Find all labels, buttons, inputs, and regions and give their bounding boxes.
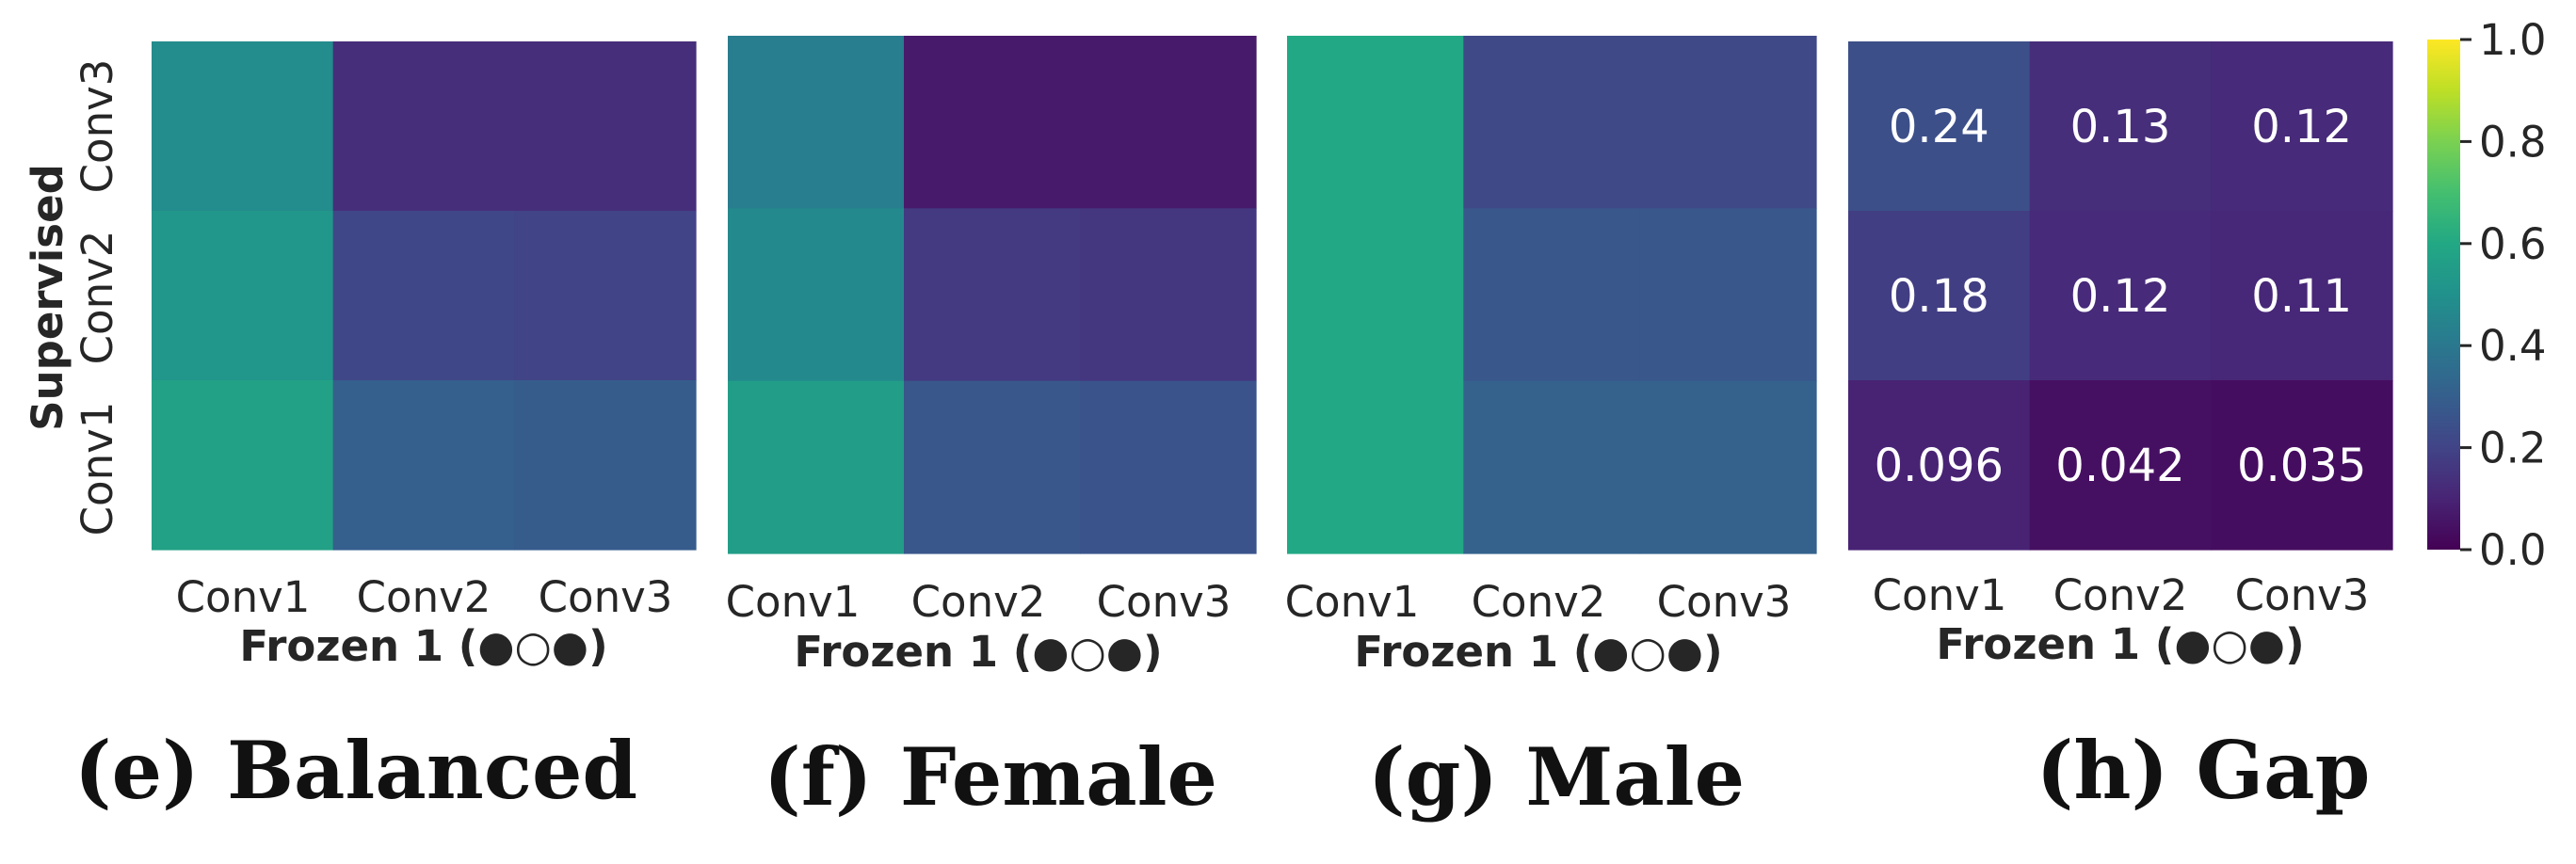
cell-value-label: 0.12 bbox=[2070, 270, 2171, 323]
cell-value-label: 0.11 bbox=[2251, 270, 2352, 323]
heatmap-cell bbox=[1463, 208, 1641, 382]
x-axis-label: Frozen 1 (●○●) bbox=[239, 621, 607, 671]
x-tick-label: Conv1 bbox=[1873, 570, 2007, 620]
cell-value-label: 0.18 bbox=[1889, 270, 1989, 323]
heatmap-panel-gap: 0.24 0.13 0.120.18 0.12 0.110.096 0.042 0.035 … bbox=[1848, 41, 2393, 817]
heatmap-cells bbox=[1287, 36, 1817, 554]
x-tick-label: Conv2 bbox=[1472, 577, 1606, 627]
heatmap-cell bbox=[152, 41, 334, 212]
colorbar-tick-label: 0.8 bbox=[2479, 117, 2547, 167]
heatmap-cell bbox=[904, 36, 1081, 209]
x-axis-label: Frozen 1 (●○●) bbox=[1354, 627, 1722, 677]
x-tick-label: Conv2 bbox=[2053, 570, 2188, 620]
colorbar-tick-label: 0.2 bbox=[2479, 424, 2547, 473]
heatmap-cell bbox=[332, 211, 515, 381]
heatmap-cell bbox=[1639, 380, 1817, 554]
heatmap-cell bbox=[1287, 380, 1464, 554]
y-tick-label: Conv1 bbox=[72, 402, 122, 536]
x-tick-label: Conv2 bbox=[911, 577, 1046, 627]
heatmap-cell bbox=[1080, 36, 1257, 209]
heatmap-cell bbox=[1080, 208, 1257, 382]
heatmap-cell bbox=[1639, 208, 1817, 382]
heatmap-cell bbox=[332, 380, 515, 551]
heatmap-cell bbox=[2029, 380, 2212, 551]
cell-value-label: 0.042 bbox=[2055, 440, 2184, 492]
x-tick-label: Conv3 bbox=[1097, 577, 1232, 627]
cell-value-label: 0.24 bbox=[1889, 101, 1989, 153]
panel-caption: (e) Balanced bbox=[74, 724, 637, 817]
heatmap-cell bbox=[728, 208, 905, 382]
cell-value-label: 0.12 bbox=[2251, 101, 2352, 153]
heatmap-cell bbox=[1639, 36, 1817, 209]
x-tick-label: Conv3 bbox=[2235, 570, 2370, 620]
heatmap-cell bbox=[1848, 41, 2031, 212]
colorbar-tick-label: 1.0 bbox=[2479, 15, 2547, 65]
heatmap-cell bbox=[2029, 211, 2212, 381]
x-axis-label: Frozen 1 (●○●) bbox=[1936, 619, 2304, 669]
heatmap-cell bbox=[2029, 41, 2212, 212]
x-axis-label: Frozen 1 (●○●) bbox=[794, 627, 1162, 677]
cell-value-label: 0.096 bbox=[1875, 440, 2004, 492]
heatmap-cell bbox=[904, 208, 1081, 382]
colorbar: 0.0 0.2 0.4 0.6 0.8 1.0 bbox=[2427, 15, 2547, 575]
heatmap-panel-balanced: Conv1 Conv2 Conv3 Frozen 1 (●○●) (e) Bal… bbox=[74, 41, 697, 817]
colorbar-gradient bbox=[2427, 40, 2460, 550]
heatmap-panel-male: Conv1 Conv2 Conv3 Frozen 1 (●○●) (g) Mal… bbox=[1285, 36, 1817, 824]
y-axis-label: Supervised bbox=[23, 164, 72, 431]
heatmap-cell bbox=[2211, 211, 2393, 381]
heatmap-cell bbox=[1287, 36, 1464, 209]
heatmap-cell bbox=[2211, 380, 2393, 551]
heatmap-cell bbox=[1287, 208, 1464, 382]
heatmap-cell bbox=[1080, 380, 1257, 554]
heatmap-cell bbox=[514, 380, 697, 551]
colorbar-tick-label: 0.4 bbox=[2479, 321, 2547, 371]
x-tick-label: Conv1 bbox=[726, 577, 861, 627]
x-tick-label: Conv3 bbox=[1657, 577, 1792, 627]
heatmap-cell bbox=[2211, 41, 2393, 212]
cell-value-label: 0.035 bbox=[2237, 440, 2366, 492]
heatmap-cells bbox=[152, 41, 697, 551]
heatmap-cell bbox=[152, 380, 334, 551]
heatmap-panel-female: Conv1 Conv2 Conv3 Frozen 1 (●○●) (f) Fem… bbox=[726, 36, 1257, 824]
x-tick-label: Conv1 bbox=[176, 572, 311, 622]
panel-caption: (g) Male bbox=[1368, 730, 1745, 824]
cell-value-label: 0.13 bbox=[2070, 101, 2171, 153]
heatmap-cell bbox=[1463, 36, 1641, 209]
heatmap-cell bbox=[1463, 380, 1641, 554]
heatmap-cell bbox=[152, 211, 334, 381]
heatmap-cells bbox=[728, 36, 1257, 554]
heatmap-cell bbox=[332, 41, 515, 212]
colorbar-tick-label: 0.6 bbox=[2479, 219, 2547, 269]
heatmap-cell bbox=[728, 380, 905, 554]
heatmap-cell bbox=[514, 211, 697, 381]
colorbar-tick-label: 0.0 bbox=[2479, 525, 2547, 575]
x-tick-label: Conv3 bbox=[539, 572, 673, 622]
x-tick-label: Conv1 bbox=[1285, 577, 1420, 627]
y-tick-label: Conv2 bbox=[72, 231, 122, 365]
heatmap-cell bbox=[1848, 211, 2031, 381]
heatmap-cell bbox=[728, 36, 905, 209]
heatmap-cells bbox=[1848, 41, 2393, 551]
heatmap-cell bbox=[1848, 380, 2031, 551]
y-tick-label: Conv3 bbox=[72, 59, 122, 194]
cell-annotations: 0.24 0.13 0.12 0.18 0.12 0.11 0.096 0.042 0.035 bbox=[1875, 101, 2367, 492]
heatmap-cell bbox=[514, 41, 697, 212]
x-tick-label: Conv2 bbox=[357, 572, 491, 622]
heatmap-cell bbox=[904, 380, 1081, 554]
panel-caption: (h) Gap bbox=[2037, 724, 2371, 817]
colorbar-ticks: 0.0 0.2 0.4 0.6 0.8 1.0 bbox=[2460, 15, 2547, 575]
panel-caption: (f) Female bbox=[764, 730, 1217, 824]
